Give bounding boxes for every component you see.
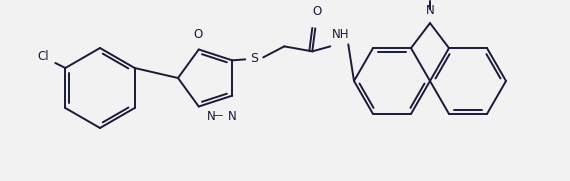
Text: NH: NH <box>332 28 349 41</box>
Text: O: O <box>193 28 202 41</box>
Text: S: S <box>250 52 258 65</box>
Text: —: — <box>212 110 223 120</box>
Text: Cl: Cl <box>38 49 49 62</box>
Text: N: N <box>426 4 434 17</box>
Text: O: O <box>313 5 322 18</box>
Text: N: N <box>207 110 215 123</box>
Text: N: N <box>227 110 236 123</box>
